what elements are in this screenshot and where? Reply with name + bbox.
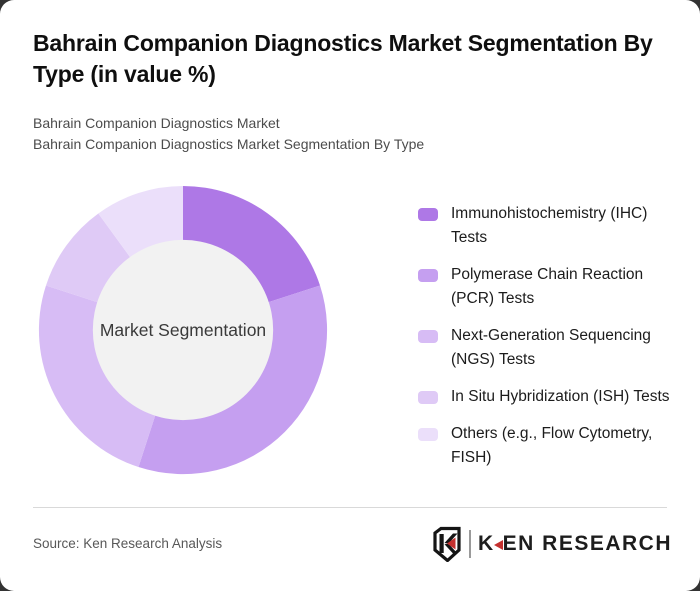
legend-swatch-icon xyxy=(418,330,438,343)
page-title: Bahrain Companion Diagnostics Market Seg… xyxy=(33,30,653,87)
subtitle-line-1: Bahrain Companion Diagnostics Market xyxy=(33,115,280,131)
donut-hole xyxy=(92,239,274,421)
donut-chart-svg xyxy=(38,185,328,475)
legend-swatch-icon xyxy=(418,428,438,441)
footer-divider xyxy=(33,507,667,508)
legend-label: Next-Generation Sequencing (NGS) Tests xyxy=(451,327,651,368)
legend-item: Others (e.g., Flow Cytometry, FISH) xyxy=(418,422,688,470)
ken-research-logo: K EN RESEARCH xyxy=(430,526,672,562)
legend-label: In Situ Hybridization (ISH) Tests xyxy=(451,388,670,405)
source-note: Source: Ken Research Analysis xyxy=(33,536,223,551)
legend-label: Immunohistochemistry (IHC) Tests xyxy=(451,205,648,246)
legend-swatch-icon xyxy=(418,269,438,282)
legend-item: In Situ Hybridization (ISH) Tests xyxy=(418,385,688,409)
legend-swatch-icon xyxy=(418,208,438,221)
legend-item: Immunohistochemistry (IHC) Tests xyxy=(418,202,688,250)
logo-text-rest: EN RESEARCH xyxy=(502,532,672,555)
logo-letter-k: K xyxy=(477,532,495,555)
legend-item: Polymerase Chain Reaction (PCR) Tests xyxy=(418,263,688,311)
legend-swatch-icon xyxy=(418,391,438,404)
chart-legend: Immunohistochemistry (IHC) Tests Polymer… xyxy=(418,202,688,483)
legend-label: Others (e.g., Flow Cytometry, FISH) xyxy=(451,425,653,466)
ken-research-shield-icon xyxy=(433,526,461,562)
donut-chart xyxy=(36,183,330,477)
subtitle-block: Bahrain Companion Diagnostics Market Bah… xyxy=(33,113,673,155)
logo-divider xyxy=(468,530,471,558)
subtitle-line-2: Bahrain Companion Diagnostics Market Seg… xyxy=(33,136,425,152)
logo-wordmark: K EN RESEARCH xyxy=(478,532,672,556)
red-triangle-icon xyxy=(493,540,503,550)
legend-label: Polymerase Chain Reaction (PCR) Tests xyxy=(451,266,644,307)
legend-item: Next-Generation Sequencing (NGS) Tests xyxy=(418,324,688,372)
